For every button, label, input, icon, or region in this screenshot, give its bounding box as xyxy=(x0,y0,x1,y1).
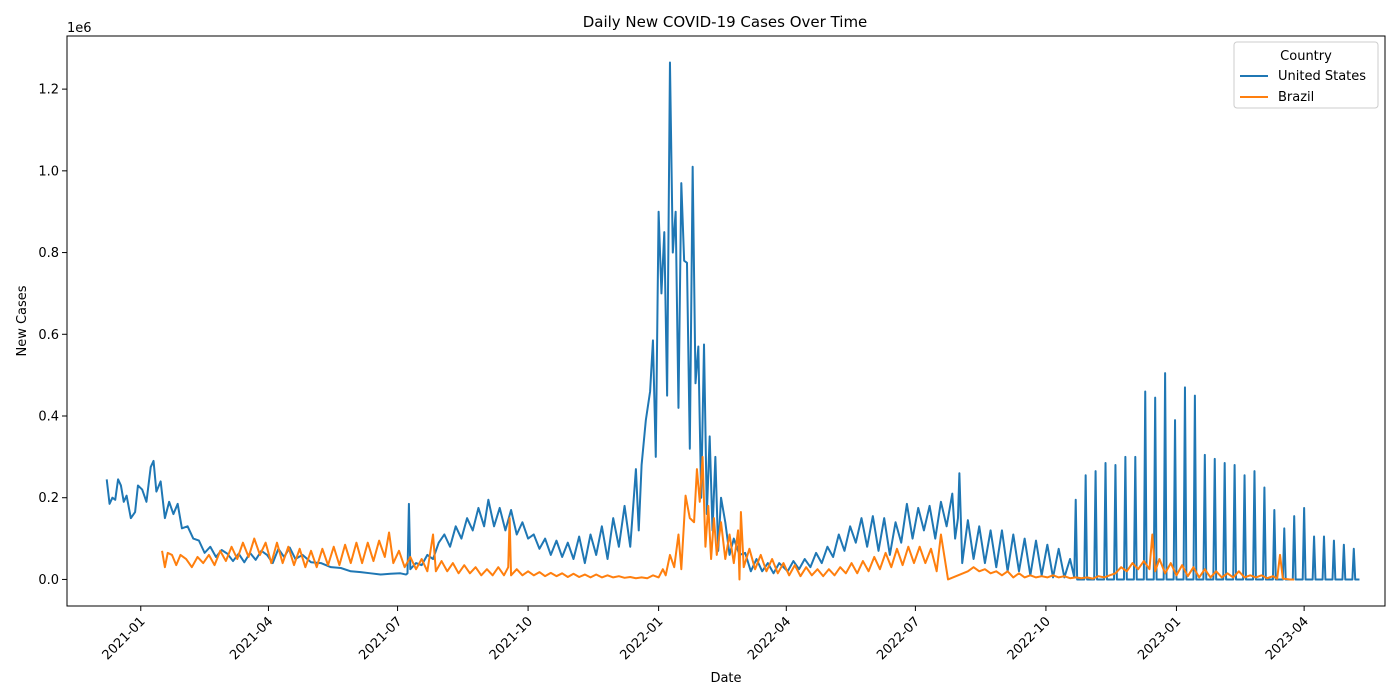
y-tick-label: 1.2 xyxy=(38,83,59,98)
y-tick-label: 0.4 xyxy=(38,410,59,425)
legend-title: Country xyxy=(1280,49,1332,64)
x-tick-label: 2022-10 xyxy=(1005,614,1054,663)
x-tick-label: 2021-07 xyxy=(356,614,405,663)
y-axis: 0.0 0.2 0.4 0.6 0.8 1.0 1.2 xyxy=(38,83,67,588)
legend: Country United States Brazil xyxy=(1233,41,1379,109)
y-axis-offset-label: 1e6 xyxy=(67,21,92,36)
y-tick-label: 0.0 xyxy=(38,573,59,588)
x-tick-label: 2022-04 xyxy=(745,614,794,663)
x-tick-label: 2022-01 xyxy=(617,614,666,663)
y-tick-label: 0.2 xyxy=(38,491,59,506)
y-tick-label: 0.6 xyxy=(38,328,59,343)
y-tick-label: 0.8 xyxy=(38,246,59,261)
series-line-united-states xyxy=(105,61,1360,581)
x-tick-label: 2022-07 xyxy=(874,614,923,663)
plot-frame xyxy=(66,35,1386,607)
x-axis-label: Date xyxy=(710,671,741,686)
series-line-brazil xyxy=(161,455,1295,581)
x-tick-label: 2023-04 xyxy=(1263,614,1312,663)
series-group xyxy=(105,61,1360,581)
x-axis: 2021-01 2021-04 2021-07 2021-10 2022-01 2022-… xyxy=(100,606,1312,663)
plot-area: 2021-01 2021-04 2021-07 2021-10 2022-01 2022-… xyxy=(38,35,1386,663)
legend-label-united-states: United States xyxy=(1278,69,1366,84)
x-tick-label: 2021-01 xyxy=(100,614,149,663)
chart-title: Daily New COVID-19 Cases Over Time xyxy=(583,13,868,31)
legend-label-brazil: Brazil xyxy=(1278,90,1314,105)
y-tick-label: 1.0 xyxy=(38,164,59,179)
y-axis-label: New Cases xyxy=(15,285,30,356)
x-tick-label: 2021-04 xyxy=(227,614,276,663)
x-tick-label: 2023-01 xyxy=(1135,614,1184,663)
legend-box xyxy=(1233,41,1379,109)
x-tick-label: 2021-10 xyxy=(487,614,536,663)
